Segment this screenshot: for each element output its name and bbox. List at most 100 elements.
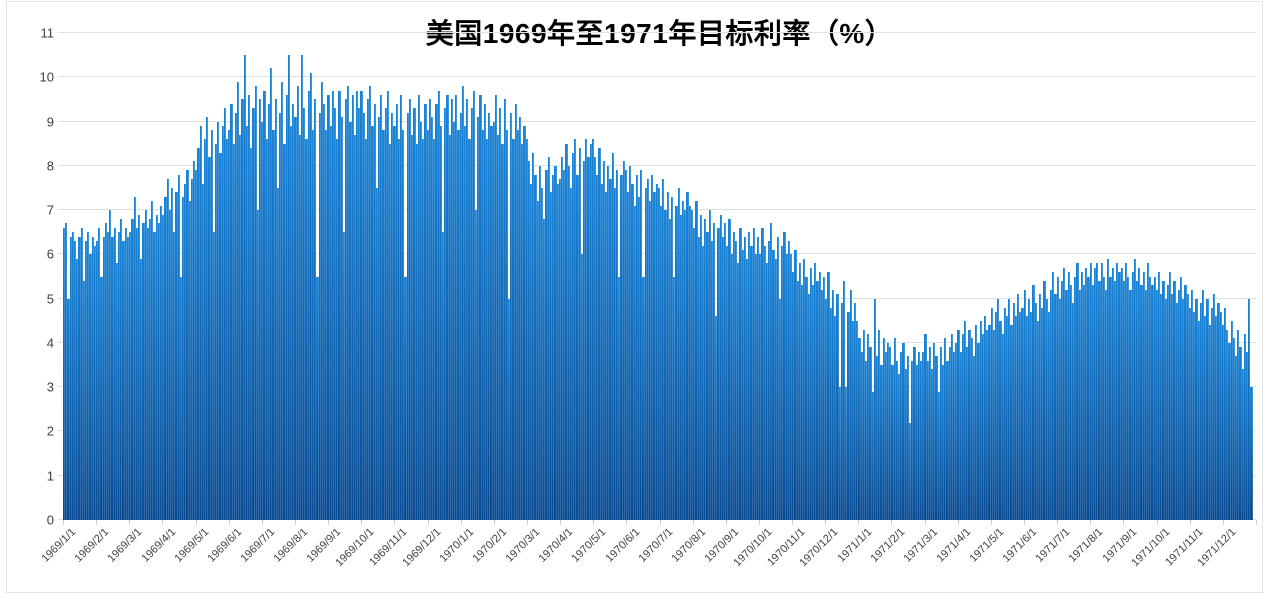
bar bbox=[142, 223, 145, 520]
bar bbox=[285, 94, 288, 520]
x-tick-mark bbox=[1024, 520, 1026, 525]
bar bbox=[1179, 276, 1183, 520]
bar bbox=[1032, 285, 1035, 520]
bar bbox=[593, 156, 597, 520]
bar bbox=[937, 391, 940, 520]
bar bbox=[1069, 285, 1073, 520]
bar bbox=[426, 130, 429, 520]
bar bbox=[1023, 289, 1026, 520]
bar bbox=[254, 86, 257, 520]
x-tick-mark bbox=[460, 520, 462, 525]
bar bbox=[776, 236, 780, 520]
bar bbox=[972, 356, 976, 520]
y-tick-label: 7 bbox=[46, 202, 54, 218]
bar bbox=[82, 280, 86, 520]
x-tick-mark bbox=[427, 520, 429, 525]
bar bbox=[523, 125, 526, 520]
bar bbox=[76, 258, 79, 520]
bar bbox=[378, 117, 381, 520]
bar bbox=[541, 187, 544, 520]
bar bbox=[677, 187, 680, 520]
bar bbox=[391, 112, 394, 520]
bar bbox=[1065, 289, 1068, 520]
bar bbox=[192, 161, 196, 520]
bar bbox=[759, 254, 762, 520]
bar bbox=[1248, 298, 1251, 520]
bar bbox=[829, 307, 832, 520]
bar bbox=[497, 134, 500, 520]
bar bbox=[1221, 325, 1225, 520]
bar bbox=[935, 356, 938, 520]
bar bbox=[250, 148, 253, 520]
bar bbox=[450, 99, 453, 520]
bar bbox=[411, 134, 414, 520]
bar bbox=[148, 218, 152, 520]
bar bbox=[226, 139, 229, 520]
y-axis: 0 1 2 3 4 5 6 7 8 9 10 11 bbox=[7, 27, 54, 527]
gridline bbox=[58, 76, 1256, 78]
bar bbox=[909, 422, 912, 520]
bar bbox=[926, 360, 929, 520]
bar bbox=[547, 156, 550, 520]
bar bbox=[739, 227, 742, 520]
bar bbox=[891, 365, 894, 520]
bar bbox=[1098, 280, 1101, 520]
bar bbox=[838, 387, 841, 520]
bar bbox=[173, 232, 176, 520]
bar bbox=[270, 68, 273, 520]
bar bbox=[1195, 298, 1198, 520]
bar bbox=[395, 103, 398, 520]
bar bbox=[234, 112, 238, 520]
bar bbox=[93, 245, 97, 520]
bar bbox=[208, 156, 211, 520]
bar bbox=[906, 356, 909, 520]
bar bbox=[252, 108, 255, 520]
bar bbox=[931, 369, 934, 520]
bar bbox=[1034, 303, 1037, 520]
bar bbox=[1107, 258, 1110, 520]
bar bbox=[1188, 307, 1191, 520]
bar bbox=[1063, 267, 1066, 520]
bar bbox=[197, 148, 200, 520]
bar bbox=[345, 99, 348, 520]
bar bbox=[653, 192, 656, 520]
bar bbox=[353, 134, 357, 520]
x-tick-mark bbox=[990, 520, 992, 525]
bar bbox=[492, 121, 495, 520]
bar bbox=[904, 369, 907, 520]
bar bbox=[955, 342, 958, 520]
bar bbox=[845, 387, 848, 520]
bar bbox=[1173, 280, 1176, 520]
x-tick-mark bbox=[924, 520, 926, 525]
bar bbox=[422, 139, 425, 520]
bar bbox=[794, 249, 797, 520]
bar bbox=[690, 210, 694, 520]
bar bbox=[347, 86, 350, 520]
bar bbox=[913, 347, 916, 520]
bar bbox=[928, 347, 932, 520]
x-tick-mark bbox=[294, 520, 296, 525]
bar bbox=[1197, 320, 1200, 520]
bar bbox=[1067, 272, 1070, 520]
x-axis-labels: 1969/1/1 1969/2/1 1969/3/1 1969/4/1 1969/5/1… bbox=[39, 526, 1239, 570]
bar bbox=[629, 165, 632, 520]
bar bbox=[349, 121, 352, 520]
bar bbox=[946, 360, 949, 520]
bar bbox=[812, 285, 815, 520]
bar bbox=[792, 272, 795, 520]
bar bbox=[468, 139, 471, 520]
bar bbox=[638, 196, 641, 520]
bar bbox=[975, 325, 978, 520]
bar bbox=[120, 218, 123, 520]
bar bbox=[1133, 258, 1136, 520]
bar bbox=[596, 174, 599, 520]
x-tick-mark bbox=[891, 520, 893, 525]
bar bbox=[1102, 276, 1106, 520]
bar bbox=[298, 134, 301, 520]
bar bbox=[710, 241, 713, 520]
bar bbox=[309, 72, 312, 520]
bar bbox=[765, 263, 768, 520]
bar bbox=[1043, 280, 1046, 520]
bar bbox=[580, 254, 583, 520]
bar bbox=[1199, 303, 1203, 520]
